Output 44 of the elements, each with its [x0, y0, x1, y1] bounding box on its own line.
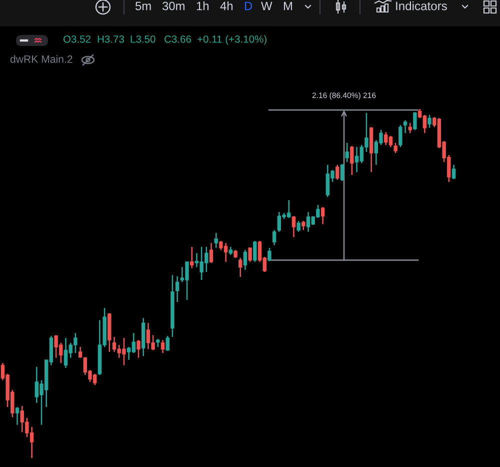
candlestick: [209, 242, 214, 264]
text: D: [244, 2, 252, 10]
candlestick: [340, 164, 344, 182]
candlestick: [403, 120, 408, 134]
text: +0.11 (+3.10%): [198, 35, 266, 45]
candlestick: [320, 206, 325, 225]
candlestick: [175, 276, 180, 303]
candlestick: [166, 335, 170, 352]
text: 4h: [220, 1, 233, 10]
text: M: [284, 2, 292, 10]
candlestick: [268, 247, 272, 262]
text: Indicators: [396, 1, 447, 10]
candlestick: [452, 164, 456, 180]
candlestick: [398, 124, 402, 148]
candlestick: [428, 114, 432, 128]
text: H3.73: [98, 35, 124, 43]
candlestick: [335, 164, 340, 180]
candlestick: [248, 247, 252, 262]
candlestick: [78, 346, 82, 358]
candlestick: [408, 122, 412, 134]
candlestick: [160, 339, 165, 354]
candlestick: [296, 220, 300, 232]
text: 1h: [196, 1, 209, 10]
candlestick: [413, 112, 417, 131]
candlestick: [350, 145, 354, 176]
text: O3.52: [63, 35, 90, 43]
text: W: [261, 2, 272, 10]
candlestick: [238, 257, 242, 278]
candlestick: [253, 240, 257, 262]
text: C3.66: [164, 35, 191, 43]
candlestick: [243, 249, 248, 271]
text: dwRK Main.2: [10, 55, 72, 63]
text: 5m: [135, 2, 151, 10]
candlestick: [190, 246, 194, 269]
candlestick: [214, 232, 218, 249]
candlestick: [345, 142, 349, 163]
candlestick: [272, 229, 276, 246]
candlestick: [136, 339, 140, 358]
text: L3.50: [130, 35, 156, 43]
candlestick: [302, 220, 306, 231]
text: 30m: [162, 2, 184, 10]
candlestick: [394, 142, 398, 154]
candlestick: [15, 406, 20, 426]
candlestick: [292, 216, 296, 238]
